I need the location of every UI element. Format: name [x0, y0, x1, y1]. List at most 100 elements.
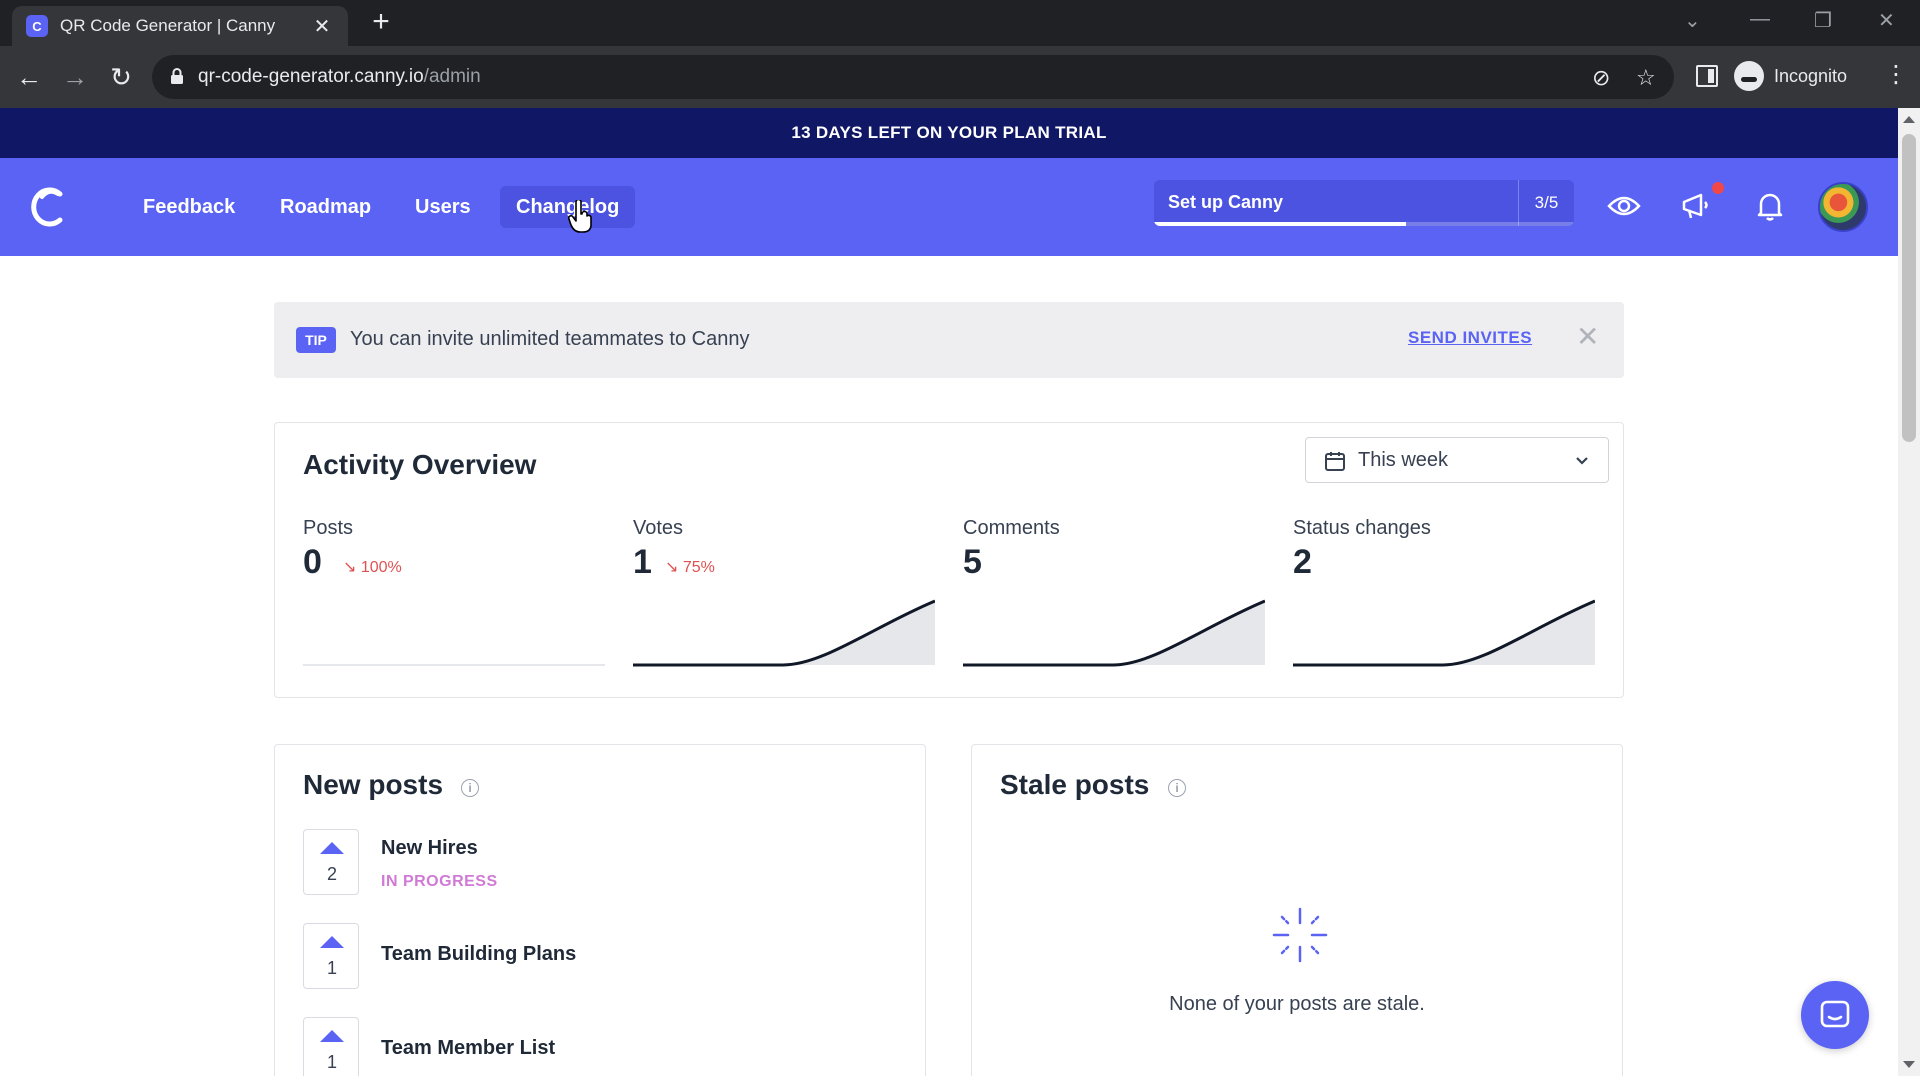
sparkle-empty-icon — [1272, 907, 1328, 963]
new-tab-button[interactable]: + — [372, 5, 390, 38]
stat-label: Comments — [963, 517, 1060, 539]
tab-title: QR Code Generator | Canny — [60, 16, 276, 35]
new-posts-title: New posts — [303, 769, 444, 800]
tip-text: You can invite unlimited teammates to Ca… — [350, 328, 750, 350]
bell-icon[interactable] — [1752, 188, 1788, 224]
list-item[interactable]: 2 New Hires IN PROGRESS — [303, 829, 923, 899]
list-item[interactable]: 1 Team Member List — [303, 1017, 923, 1076]
stat-change-value: 100% — [360, 559, 402, 576]
stat-value: 2 — [1293, 543, 1312, 581]
upvote-arrow-icon — [320, 936, 344, 948]
tab-close-icon[interactable]: ✕ — [313, 15, 331, 38]
incognito-label: Incognito — [1774, 65, 1848, 86]
stat-change-value: 75% — [682, 559, 715, 576]
send-invites-link[interactable]: SEND INVITES — [1408, 328, 1533, 347]
stat-value: 1 — [633, 543, 652, 581]
incognito-icon — [1734, 61, 1764, 91]
stat-comments: Comments 5 — [963, 517, 1265, 687]
trial-banner: 13 DAYS LEFT ON YOUR PLAN TRIAL — [0, 108, 1898, 158]
nav-roadmap[interactable]: Roadmap — [280, 196, 372, 218]
megaphone-icon[interactable] — [1678, 188, 1714, 224]
posts-sparkline — [303, 664, 605, 666]
chat-icon — [1820, 1000, 1850, 1028]
browser-menu-icon[interactable]: ⋮ — [1884, 61, 1908, 88]
canny-logo-icon[interactable] — [28, 184, 70, 230]
setup-label: Set up Canny — [1168, 192, 1284, 212]
stat-status-changes: Status changes 2 — [1293, 517, 1595, 687]
preview-eye-icon[interactable] — [1606, 188, 1642, 224]
stat-value: 5 — [963, 543, 982, 581]
comments-sparkline — [963, 599, 1265, 667]
setup-progress-button[interactable]: Set up Canny 3/5 — [1154, 180, 1574, 226]
trend-down-icon: ↘ — [665, 559, 679, 576]
incognito-profile[interactable]: Incognito — [1734, 56, 1858, 96]
page-viewport: 13 DAYS LEFT ON YOUR PLAN TRIAL Feedback… — [0, 108, 1898, 1076]
vote-count: 2 — [326, 864, 337, 884]
back-arrow-icon[interactable]: ← — [16, 62, 42, 92]
nav-users[interactable]: Users — [415, 196, 471, 218]
stale-posts-title: Stale posts — [1000, 769, 1150, 800]
restore-icon[interactable]: ❐ — [1814, 10, 1832, 32]
side-panel-icon[interactable] — [1696, 65, 1718, 87]
tip-badge: TIP — [296, 327, 336, 353]
setup-progress-fill — [1154, 222, 1406, 226]
date-range-select[interactable]: This week — [1305, 437, 1609, 483]
reload-icon[interactable]: ↻ — [110, 62, 132, 92]
minimize-icon[interactable]: — — [1750, 8, 1770, 30]
url-text[interactable]: qr-code-generator.canny.io/admin — [198, 66, 481, 88]
tip-banner: TIP You can invite unlimited teammates t… — [274, 302, 1624, 378]
trend-down-icon: ↘ — [343, 559, 357, 576]
forward-arrow-icon[interactable]: → — [62, 62, 88, 92]
upvote-button[interactable]: 1 — [303, 1017, 359, 1076]
stat-value: 0 — [303, 543, 322, 581]
upvote-arrow-icon — [320, 842, 344, 854]
upvote-arrow-icon — [320, 1030, 344, 1042]
tab-search-chevron-icon[interactable]: ⌄ — [1684, 10, 1701, 32]
date-range-value: This week — [1358, 449, 1449, 471]
stale-posts-card: Stale posts i None of your posts are sta… — [971, 744, 1623, 1076]
scrollbar-thumb[interactable] — [1902, 134, 1916, 442]
vote-count: 1 — [326, 958, 337, 978]
vote-count: 1 — [326, 1052, 337, 1072]
hand-cursor-icon — [568, 200, 592, 233]
stat-votes: Votes 1 ↘ 75% — [633, 517, 935, 687]
post-title[interactable]: New Hires — [381, 837, 478, 859]
stat-label: Posts — [303, 517, 354, 539]
window-close-icon[interactable]: ✕ — [1878, 10, 1895, 32]
stat-change: ↘ 75% — [665, 557, 715, 577]
post-title[interactable]: Team Member List — [381, 1037, 556, 1059]
list-item[interactable]: 1 Team Building Plans — [303, 923, 923, 993]
lock-icon — [171, 68, 183, 84]
scroll-down-arrow-icon[interactable] — [1903, 1061, 1915, 1068]
post-title[interactable]: Team Building Plans — [381, 943, 577, 965]
info-icon[interactable]: i — [461, 779, 479, 797]
url-host: qr-code-generator.canny.io — [198, 66, 424, 87]
post-status: IN PROGRESS — [381, 873, 498, 890]
setup-count: 3/5 — [1518, 180, 1574, 226]
info-icon[interactable]: i — [1168, 779, 1186, 797]
nav-changelog[interactable]: Changelog — [500, 186, 636, 228]
nav-feedback[interactable]: Feedback — [143, 196, 236, 218]
new-posts-card: New posts i 2 New Hires IN PROGRESS 1 Te… — [274, 744, 926, 1076]
user-avatar[interactable] — [1818, 182, 1868, 232]
chevron-down-icon — [1576, 457, 1588, 465]
votes-sparkline — [633, 599, 935, 667]
star-icon[interactable]: ☆ — [1636, 65, 1656, 90]
activity-overview-card: Activity Overview This week Posts 0 ↘ 10… — [274, 422, 1624, 698]
tip-close-icon[interactable]: ✕ — [1576, 321, 1600, 352]
address-bar[interactable]: qr-code-generator.canny.io/admin ⊘ ☆ — [152, 55, 1674, 99]
browser-toolbar: ← → ↻ qr-code-generator.canny.io/admin ⊘… — [0, 46, 1920, 108]
upvote-button[interactable]: 1 — [303, 923, 359, 989]
stat-posts: Posts 0 ↘ 100% — [303, 517, 605, 687]
page-scrollbar[interactable] — [1898, 108, 1920, 1076]
chat-launcher-button[interactable] — [1801, 981, 1869, 1049]
eye-off-icon[interactable]: ⊘ — [1592, 65, 1611, 90]
status-changes-sparkline — [1293, 599, 1595, 667]
browser-tab[interactable]: C QR Code Generator | Canny ✕ — [12, 6, 348, 46]
scroll-up-arrow-icon[interactable] — [1903, 116, 1915, 123]
stale-empty-text: None of your posts are stale. — [1169, 993, 1425, 1015]
app-navbar: Feedback Roadmap Users Changelog Set up … — [0, 158, 1898, 256]
canny-favicon-icon: C — [26, 15, 48, 37]
upvote-button[interactable]: 2 — [303, 829, 359, 895]
stat-label: Votes — [633, 517, 684, 539]
